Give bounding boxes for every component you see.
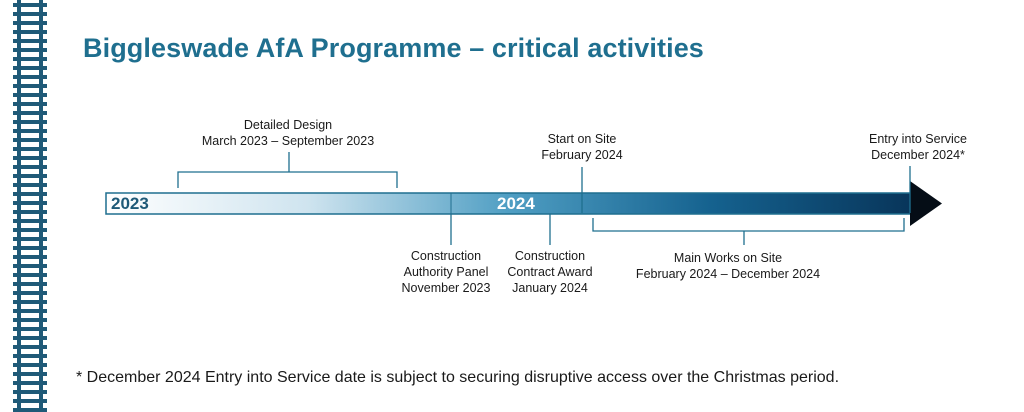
rail-sleeper bbox=[13, 273, 47, 277]
milestone-date: February 2024 – December 2024 bbox=[635, 267, 821, 281]
rail-sleeper bbox=[13, 165, 47, 169]
milestone-line: Construction bbox=[514, 249, 586, 263]
milestone-entry-into-service: Entry into Service December 2024* bbox=[869, 131, 967, 163]
rail-sleeper bbox=[13, 12, 47, 16]
rail-sleeper bbox=[13, 336, 47, 340]
rail-sleeper bbox=[13, 201, 47, 205]
rail-sleeper bbox=[13, 408, 47, 412]
rail-sleeper bbox=[13, 282, 47, 286]
year-label-2023: 2023 bbox=[111, 194, 149, 213]
timeline-arrowhead bbox=[910, 181, 942, 226]
rail-sleeper bbox=[13, 372, 47, 376]
rail-sleeper bbox=[13, 264, 47, 268]
rail-sleeper bbox=[13, 237, 47, 241]
rail-sleeper bbox=[13, 399, 47, 403]
milestone-contract-award: Construction Contract Award January 2024 bbox=[507, 248, 592, 296]
milestone-start-on-site: Start on Site February 2024 bbox=[541, 131, 622, 163]
milestone-date: March 2023 – September 2023 bbox=[201, 134, 375, 148]
year-label-2024: 2024 bbox=[497, 194, 535, 213]
footnote: * December 2024 Entry into Service date … bbox=[76, 369, 840, 386]
rail-sleeper bbox=[13, 354, 47, 358]
rail-sleeper bbox=[13, 345, 47, 349]
rail-sleeper bbox=[13, 174, 47, 178]
rail-sleeper bbox=[13, 120, 47, 124]
rail-sleeper bbox=[13, 75, 47, 79]
rail-sleeper bbox=[13, 93, 47, 97]
rail-sleeper bbox=[13, 66, 47, 70]
rail-sleeper bbox=[13, 300, 47, 304]
milestone-name: Entry into Service bbox=[869, 132, 967, 146]
milestone-line: Contract Award bbox=[507, 265, 593, 279]
rail-sleeper bbox=[13, 57, 47, 61]
bracket-detailed-design bbox=[177, 152, 398, 188]
rail-sleeper bbox=[13, 309, 47, 313]
rail-sleeper bbox=[13, 147, 47, 151]
rail-sleeper bbox=[13, 30, 47, 34]
milestone-date: February 2024 bbox=[541, 148, 623, 162]
rail-sleeper bbox=[13, 21, 47, 25]
milestone-name: Detailed Design bbox=[243, 118, 333, 132]
milestone-name: Start on Site bbox=[547, 132, 617, 146]
milestone-main-works: Main Works on Site February 2024 – Decem… bbox=[636, 250, 820, 282]
rail-sleeper bbox=[13, 48, 47, 52]
page-title: Biggleswade AfA Programme – critical act… bbox=[83, 33, 704, 63]
rail-sleeper bbox=[13, 3, 47, 7]
rail-sleeper bbox=[13, 183, 47, 187]
milestone-authority-panel: Construction Authority Panel November 20… bbox=[402, 248, 491, 296]
rail-sleeper bbox=[13, 390, 47, 394]
rail-sleeper bbox=[13, 255, 47, 259]
rail-sleeper bbox=[13, 219, 47, 223]
rail-sleeper bbox=[13, 156, 47, 160]
bracket-main-works bbox=[592, 218, 905, 245]
rail-sleeper bbox=[13, 84, 47, 88]
rail-sleeper bbox=[13, 318, 47, 322]
rail-sleeper bbox=[13, 111, 47, 115]
milestone-line: January 2024 bbox=[512, 281, 588, 295]
rail-sleeper bbox=[13, 102, 47, 106]
rail-sleeper bbox=[13, 327, 47, 331]
milestone-detailed-design: Detailed Design March 2023 – September 2… bbox=[202, 117, 374, 149]
rail-sleeper bbox=[13, 192, 47, 196]
rail-sleeper bbox=[13, 291, 47, 295]
rail-sleeper bbox=[13, 381, 47, 385]
milestone-line: Authority Panel bbox=[403, 265, 489, 279]
milestone-line: November 2023 bbox=[401, 281, 491, 295]
rail-sleeper bbox=[13, 39, 47, 43]
milestone-name: Main Works on Site bbox=[673, 251, 783, 265]
milestone-date: December 2024* bbox=[871, 148, 965, 162]
rail-sleeper bbox=[13, 210, 47, 214]
railway-track-decoration bbox=[13, 0, 47, 412]
rail-sleeper bbox=[13, 129, 47, 133]
rail-sleeper bbox=[13, 246, 47, 250]
milestone-line: Construction bbox=[410, 249, 482, 263]
rail-sleeper bbox=[13, 138, 47, 142]
rail-sleeper bbox=[13, 228, 47, 232]
rail-sleeper bbox=[13, 363, 47, 367]
